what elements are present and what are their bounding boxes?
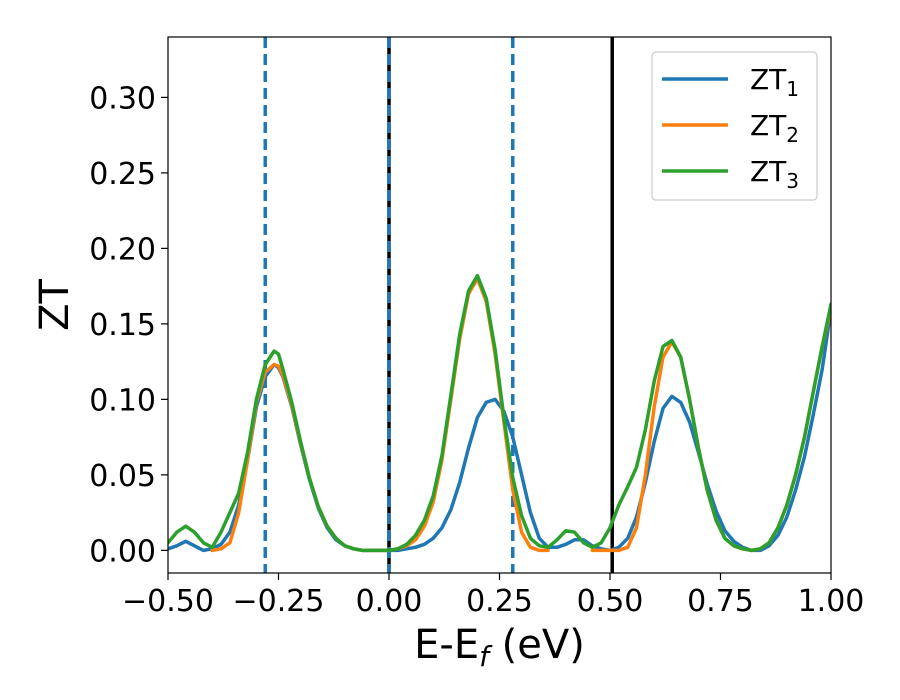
y-tick-label: 0.10 (89, 383, 156, 418)
x-tick-label: −0.25 (233, 584, 325, 619)
y-axis-title: ZT (32, 279, 78, 331)
y-tick-label: 0.05 (89, 459, 156, 494)
x-tick-label: 0.00 (356, 584, 423, 619)
y-tick-label: 0.25 (89, 157, 156, 192)
x-tick-label: 0.25 (466, 584, 533, 619)
x-axis-title: E-Ef (eV) (414, 622, 585, 673)
y-tick-label: 0.30 (89, 81, 156, 116)
legend-box (651, 51, 818, 201)
reference-lines (263, 37, 614, 573)
series-line-3 (168, 273, 831, 553)
x-tick-label: 1.00 (798, 584, 865, 619)
series-lines (168, 273, 831, 553)
series-line-1 (168, 307, 831, 553)
x-axis-ticks: −0.50 −0.25 0.00 0.25 0.50 0.75 1.00 (122, 573, 864, 619)
legend-label-1: ZT1 (750, 63, 799, 101)
y-tick-label: 0.15 (89, 308, 156, 343)
legend-label-3: ZT3 (750, 155, 799, 193)
x-axis-title-main: E-E (414, 622, 479, 668)
y-tick-label: 0.20 (89, 232, 156, 267)
x-axis-title-suffix: (eV) (489, 622, 585, 668)
legend: ZT1 ZT2 ZT3 (651, 51, 818, 201)
y-axis-ticks: 0.00 0.05 0.10 0.15 0.20 0.25 0.30 (89, 81, 168, 569)
x-tick-label: −0.50 (122, 584, 214, 619)
legend-label-2: ZT2 (750, 109, 799, 147)
x-tick-label: 0.50 (577, 584, 644, 619)
x-tick-label: 0.75 (687, 584, 754, 619)
y-tick-label: 0.00 (89, 534, 156, 569)
